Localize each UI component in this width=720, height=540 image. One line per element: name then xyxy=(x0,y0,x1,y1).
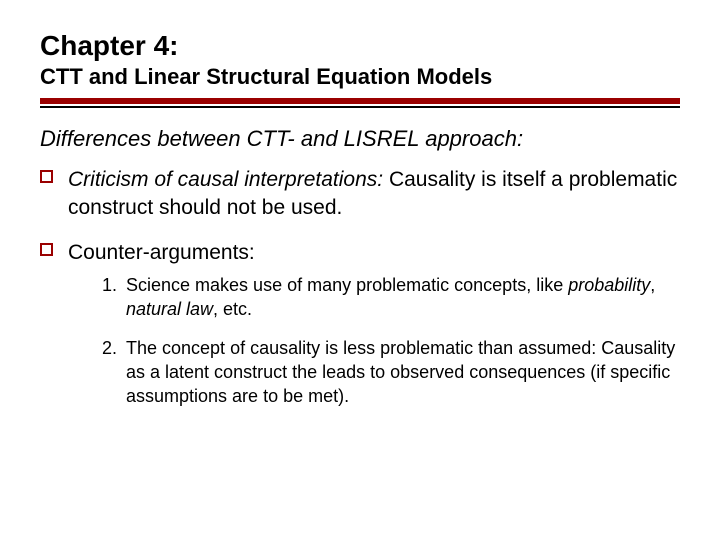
numbered-item: 1. Science makes use of many problematic… xyxy=(102,273,680,322)
intro-line: Differences between CTT- and LISREL appr… xyxy=(40,126,680,152)
item-number: 2. xyxy=(102,336,117,360)
bullet-item: Counter-arguments: 1. Science makes use … xyxy=(40,239,680,409)
bullet-item: Criticism of causal interpretations: Cau… xyxy=(40,166,680,223)
slide: Chapter 4: CTT and Linear Structural Equ… xyxy=(0,0,720,540)
item-text: , xyxy=(650,275,655,295)
item-italic: probability xyxy=(568,275,650,295)
item-text: The concept of causality is less problem… xyxy=(126,338,675,407)
divider-thick xyxy=(40,98,680,104)
numbered-list: 1. Science makes use of many problematic… xyxy=(102,273,680,408)
item-number: 1. xyxy=(102,273,117,297)
item-italic: natural law xyxy=(126,299,213,319)
bullet-list: Criticism of causal interpretations: Cau… xyxy=(40,166,680,409)
item-text: , etc. xyxy=(213,299,252,319)
divider-thin xyxy=(40,106,680,108)
chapter-subtitle: CTT and Linear Structural Equation Model… xyxy=(40,64,680,90)
divider xyxy=(40,98,680,108)
numbered-item: 2. The concept of causality is less prob… xyxy=(102,336,680,409)
bullet-lead: Counter-arguments: xyxy=(68,241,255,264)
chapter-title: Chapter 4: xyxy=(40,30,680,62)
item-text: Science makes use of many problematic co… xyxy=(126,275,568,295)
square-bullet-icon xyxy=(40,170,53,183)
bullet-lead: Criticism of causal interpretations: xyxy=(68,168,383,191)
square-bullet-icon xyxy=(40,243,53,256)
